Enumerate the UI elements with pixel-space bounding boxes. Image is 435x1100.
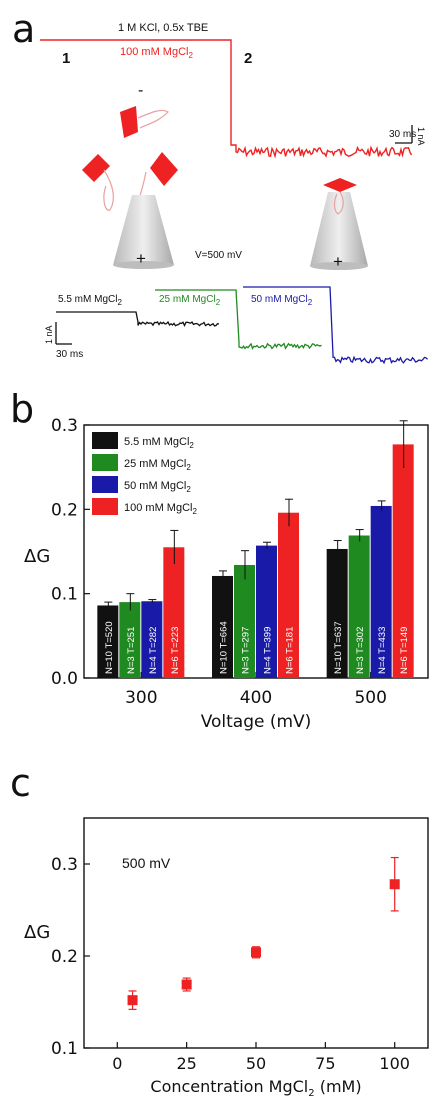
data-point: [251, 947, 261, 958]
panel-b: b 0.0 0.1 0.2 0.3 ΔG 300 N=10 T=520 N=3 T=251 N=…: [10, 387, 429, 732]
plus-sign-left: +: [136, 249, 146, 268]
bar-count-label: N=10 T=664: [219, 621, 230, 674]
scale-time-label: 30 ms: [389, 129, 416, 140]
scale-bar-top: 30 ms 1 nA: [389, 125, 426, 146]
trace-100mm-red: [40, 39, 413, 159]
scale-time-label-bottom: 30 ms: [56, 349, 83, 360]
x-tick-label: 50: [246, 1054, 266, 1073]
x-axis-label: Concentration MgCl2 (mM): [150, 1077, 361, 1099]
buffer-label: 1 M KCl, 0.5x TBE: [118, 22, 208, 34]
scatter-chart: 0.1 0.2 0.3 0 25 50 75 100 ΔG Concentration MgCl2…: [24, 817, 429, 1099]
red-square-docked: [323, 178, 357, 192]
trace-25mm-green: [155, 289, 322, 350]
y-tick-label: 0.0: [51, 669, 78, 689]
bar: [326, 548, 348, 678]
bar-chart: 0.0 0.1 0.2 0.3 ΔG 300 N=10 T=520 N=3 T=251 N=4 …: [24, 416, 429, 732]
legend-swatch: [92, 476, 118, 493]
bar: [278, 512, 299, 678]
dna-strand-1: [103, 169, 114, 211]
data-point: [127, 995, 138, 1006]
bar-count-label: N=6 T=181: [285, 627, 296, 674]
legend-label: 50 mM MgCl2: [124, 480, 191, 494]
y-tick-label: 0.3: [51, 416, 78, 436]
red-square-2: [120, 106, 138, 138]
legend-label: 100 mM MgCl2: [124, 502, 197, 516]
y-tick-label: 0.3: [51, 855, 78, 875]
dna-strand-docked: [333, 191, 344, 215]
voltage-annotation: 500 mV: [122, 855, 171, 871]
legend-swatch: [92, 454, 118, 471]
trace-label-25mm: 25 mM MgCl2: [159, 294, 221, 307]
bar-count-label: N=3 T=297: [241, 627, 252, 674]
bar-count-label: N=6 T=149: [399, 627, 410, 674]
red-square-3: [150, 152, 178, 186]
red-square-1: [82, 154, 110, 182]
bar-count-label: N=3 T=302: [355, 627, 366, 674]
nanopore-cone-right-rim: [310, 262, 368, 270]
panel-letter-c: c: [10, 761, 31, 805]
y-tick-label: 0.2: [51, 500, 78, 520]
trace-5.5mm-black: [56, 311, 220, 328]
x-tick-label: 400: [240, 688, 272, 708]
x-tick-label: 25: [176, 1054, 196, 1073]
panel-letter-a: a: [12, 7, 35, 51]
x-tick-label: 0: [112, 1054, 122, 1073]
y-axis-label: ΔG: [24, 546, 50, 567]
bar-count-label: N=4 T=433: [377, 627, 388, 674]
bar: [119, 602, 141, 678]
bar-count-label: N=3 T=251: [126, 627, 137, 674]
minus-sign: -: [138, 82, 143, 99]
scale-current-label-top: 1 nA: [416, 127, 426, 146]
bar-count-label: N=4 T=399: [263, 627, 274, 674]
nanopore-cone-left: [113, 195, 174, 265]
y-axis-label: ΔG: [24, 922, 50, 943]
bar: [212, 575, 233, 678]
trace-label-5.5mm: 5.5 mM MgCl2: [58, 294, 122, 307]
data-point: [389, 879, 400, 890]
molecule-schematic: - + V=500 mV +: [82, 82, 368, 271]
legend-swatch: [92, 498, 118, 515]
panel-c: c 500 mV 0.1 0.2 0.3 0 25 50 75 100 ΔG Concentrat…: [10, 761, 429, 1099]
y-tick-label: 0.1: [51, 585, 78, 605]
bar: [234, 564, 255, 678]
bar: [256, 545, 277, 678]
voltage-label: V=500 mV: [195, 250, 242, 261]
x-tick-label: 300: [125, 688, 157, 708]
nanopore-cone-right: [310, 192, 368, 266]
bar-count-label: N=10 T=637: [333, 621, 344, 674]
mg-100-label: 100 mM MgCl2: [120, 46, 193, 60]
data-point: [181, 979, 192, 990]
trace-50mm-blue: [243, 286, 428, 365]
x-axis-label: Voltage (mV): [201, 712, 312, 732]
bar: [370, 505, 392, 678]
lower-traces: 5.5 mM MgCl2 25 mM MgCl2 50 mM MgCl2 1 n…: [44, 286, 428, 365]
legend-label: 25 mM MgCl2: [124, 458, 191, 472]
bar-count-label: N=6 T=223: [170, 627, 181, 674]
x-tick-label: 500: [354, 688, 386, 708]
x-tick-label: 100: [379, 1054, 410, 1073]
panel-letter-b: b: [10, 387, 34, 431]
bar: [141, 601, 163, 678]
bar: [163, 547, 185, 678]
legend-label: 5.5 mM MgCl2: [124, 436, 194, 450]
trace-marker-1: 1: [62, 50, 70, 67]
y-tick-label: 0.2: [51, 947, 78, 967]
bar-count-label: N=10 T=520: [104, 621, 115, 674]
dna-strand-2: [137, 109, 169, 129]
plus-sign-right: +: [333, 252, 343, 271]
panel-a: a 1 2 1 M KCl, 0.5x TBE 100 mM MgCl2 30 …: [12, 7, 428, 365]
scale-current-label-bottom: 1 nA: [44, 325, 54, 344]
y-tick-label: 0.1: [51, 1039, 78, 1059]
bar: [348, 535, 370, 678]
bar-count-label: N=4 T=282: [148, 627, 159, 674]
trace-marker-2: 2: [244, 50, 252, 67]
x-tick-label: 75: [315, 1054, 335, 1073]
nanopore-cone-left-rim: [113, 261, 174, 269]
trace-label-50mm: 50 mM MgCl2: [251, 294, 313, 307]
bar: [392, 444, 414, 678]
plot-frame: [83, 817, 429, 1049]
legend-swatch: [92, 432, 118, 449]
bar: [97, 605, 119, 678]
